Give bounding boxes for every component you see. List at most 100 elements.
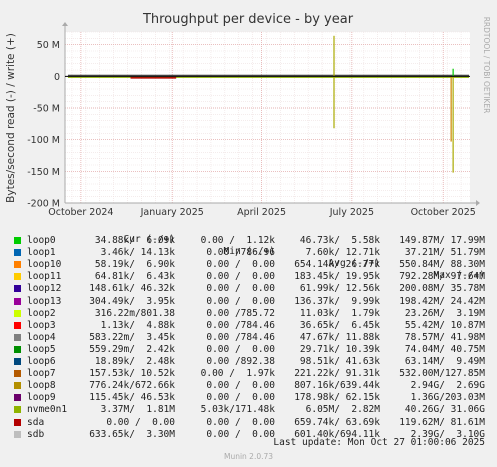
x-axis-arrow bbox=[476, 200, 480, 206]
legend-row-loop9: loop9 115.45k/ 46.53k 0.00 / 0.00 178.98k/ … bbox=[0, 392, 497, 404]
max-value: 2.94G/ 2.69G bbox=[410, 380, 485, 392]
y-axis-arrow bbox=[62, 22, 68, 26]
avg-value: 11.03k/ 1.79k bbox=[299, 307, 380, 319]
avg-value: 98.51k/ 41.63k bbox=[299, 356, 380, 367]
avg-value: 6.05M/ 2.82M bbox=[305, 404, 380, 416]
cur-value: 633.65k/ 3.30M bbox=[89, 428, 175, 440]
device-name: loop2 bbox=[27, 307, 56, 319]
cur-value: 58.19k/ 6.90k bbox=[94, 259, 175, 271]
legend-swatch bbox=[14, 406, 21, 414]
min-value: 0.00 / 0.00 bbox=[206, 428, 275, 440]
legend-row-loop8: loop8 776.24k/672.66k 0.00 / 0.00 807.16k/6… bbox=[0, 380, 497, 392]
cur-value: 304.49k/ 3.95k bbox=[89, 295, 175, 307]
legend-row-loop6: loop6 18.89k/ 2.48k 0.00 /892.38 98.51k/ 41… bbox=[0, 356, 497, 368]
cur-value: 583.22m/ 3.45k bbox=[89, 331, 175, 343]
legend-swatch bbox=[14, 358, 21, 365]
legend-row-sda: sda 0.00 / 0.00 0.00 / 0.00 659.74k/ 63.69k… bbox=[0, 417, 497, 429]
avg-value: 46.73k/ 5.58k bbox=[299, 235, 380, 246]
min-value: 0.00 / 0.00 bbox=[206, 283, 275, 295]
legend-row-loop12: loop12 148.61k/ 46.32k 0.00 / 0.00 61.99k/ … bbox=[0, 283, 497, 295]
max-value: 2.39G/ 3.10G bbox=[410, 428, 485, 440]
min-value: 5.03k/171.48k bbox=[200, 404, 275, 416]
avg-value: 29.71k/ 10.39k bbox=[299, 343, 380, 355]
device-name: loop0 bbox=[27, 235, 56, 246]
legend-swatch bbox=[14, 285, 21, 293]
max-value: 198.42M/ 24.42M bbox=[399, 295, 485, 307]
legend-swatch bbox=[14, 382, 21, 390]
x-tick-label: April 2025 bbox=[237, 207, 286, 218]
device-name: loop11 bbox=[27, 271, 62, 283]
max-value: 119.62M/ 81.61M bbox=[399, 416, 485, 428]
header-min: Min (-/+) bbox=[223, 246, 275, 257]
max-value: 792.28M/ 97.64M bbox=[399, 271, 485, 283]
legend-swatch bbox=[14, 249, 21, 257]
min-value: 0.00 /786.96 bbox=[206, 247, 275, 259]
max-value: 23.26M/ 3.19M bbox=[404, 307, 485, 319]
x-tick-label: October 2024 bbox=[48, 207, 113, 218]
legend-swatch bbox=[14, 345, 21, 353]
cur-value: 1.13k/ 4.88k bbox=[100, 319, 175, 331]
x-tick-label: October 2025 bbox=[411, 207, 476, 218]
device-name: sdb bbox=[27, 428, 45, 440]
max-value: 78.57M/ 41.98M bbox=[404, 331, 485, 343]
legend-row-loop10: loop10 58.19k/ 6.90k 0.00 / 0.00 654.14k/ 2… bbox=[0, 259, 497, 271]
header-avg: Avg (-/+) bbox=[328, 258, 380, 269]
min-value: 0.00 /784.46 bbox=[206, 331, 275, 343]
avg-value: 601.40k/694.11k bbox=[294, 428, 380, 440]
cur-value: 64.81k/ 6.43k bbox=[94, 271, 175, 283]
legend-swatch bbox=[14, 309, 21, 317]
legend-row-loop5: loop5 559.29m/ 2.42k 0.00 / 0.00 29.71k/ 10… bbox=[0, 344, 497, 356]
avg-value: 221.22k/ 91.31k bbox=[294, 368, 380, 380]
legend-row-loop2: loop2 316.22m/801.38 0.00 /785.72 11.03k/ 1… bbox=[0, 308, 497, 320]
x-tick-label: July 2025 bbox=[329, 207, 374, 218]
device-name: loop3 bbox=[27, 319, 56, 331]
y-tick-label: -50 M bbox=[33, 104, 60, 115]
cur-value: 148.61k/ 46.32k bbox=[89, 283, 175, 295]
max-value: 1.36G/203.03M bbox=[410, 392, 485, 404]
legend-row-sdb: sdb 633.65k/ 3.30M 0.00 / 0.00 601.40k/694.… bbox=[0, 429, 497, 441]
min-value: 0.00 /892.38 bbox=[206, 356, 275, 367]
legend-row-loop1: loop1 3.46k/ 14.13k 0.00 /786.96 7.60k/ 12.… bbox=[0, 247, 497, 259]
legend-swatch bbox=[14, 394, 21, 402]
min-value: 0.00 / 1.12k bbox=[200, 235, 275, 246]
legend-row-loop4: loop4 583.22m/ 3.45k 0.00 /784.46 47.67k/ 1… bbox=[0, 332, 497, 344]
cur-value: 316.22m/801.38 bbox=[94, 307, 175, 319]
avg-value: 807.16k/639.44k bbox=[294, 380, 380, 392]
chart-title: Throughput per device - by year bbox=[142, 12, 354, 27]
cur-value: 3.37M/ 1.81M bbox=[100, 404, 175, 416]
min-value: 0.00 / 0.00 bbox=[206, 343, 275, 355]
min-value: 0.00 /784.46 bbox=[206, 319, 275, 331]
legend-swatch bbox=[14, 237, 21, 244]
y-tick-label: 50 M bbox=[37, 40, 60, 51]
legend-swatch bbox=[14, 430, 21, 438]
device-name: loop1 bbox=[27, 247, 56, 259]
header-max: Max (-/+) bbox=[433, 270, 485, 281]
max-value: 149.87M/ 17.99M bbox=[399, 235, 485, 246]
max-value: 63.14M/ 9.49M bbox=[404, 356, 485, 367]
legend-row-loop13: loop13 304.49k/ 3.95k 0.00 / 0.00 136.37k/ … bbox=[0, 296, 497, 308]
y-tick-label: -100 M bbox=[27, 135, 60, 146]
min-value: 0.00 / 0.00 bbox=[206, 295, 275, 307]
device-name: sda bbox=[27, 416, 45, 428]
legend-row-loop0: loop0 34.88k/ 6.09k 0.00 / 1.12k 46.73k/ 5.… bbox=[0, 235, 497, 247]
device-name: loop4 bbox=[27, 331, 56, 343]
cur-value: 115.45k/ 46.53k bbox=[89, 392, 175, 404]
legend-swatch bbox=[14, 261, 21, 269]
cur-value: 0.00 / 0.00 bbox=[106, 416, 175, 428]
cur-value: 559.29m/ 2.42k bbox=[89, 343, 175, 355]
cur-value: 3.46k/ 14.13k bbox=[100, 247, 175, 259]
legend-swatch bbox=[14, 273, 21, 281]
cur-value: 157.53k/ 10.52k bbox=[89, 368, 175, 380]
legend-swatch bbox=[14, 370, 21, 378]
legend-header: Cur (-/+) Min (-/+) Avg (-/+) Max (-/+) bbox=[0, 222, 497, 281]
legend-swatch bbox=[14, 321, 21, 329]
max-value: 550.84M/ 88.30M bbox=[399, 259, 485, 271]
min-value: 0.00 / 1.97k bbox=[200, 368, 275, 380]
device-name: loop13 bbox=[27, 295, 62, 307]
cur-value: 34.88k/ 6.09k bbox=[94, 235, 175, 246]
device-name: loop10 bbox=[27, 259, 62, 271]
avg-value: 654.14k/ 26.77k bbox=[294, 259, 380, 271]
min-value: 0.00 / 0.00 bbox=[206, 271, 275, 283]
legend-row-loop7: loop7 157.53k/ 10.52k 0.00 / 1.97k 221.22k/… bbox=[0, 368, 497, 380]
